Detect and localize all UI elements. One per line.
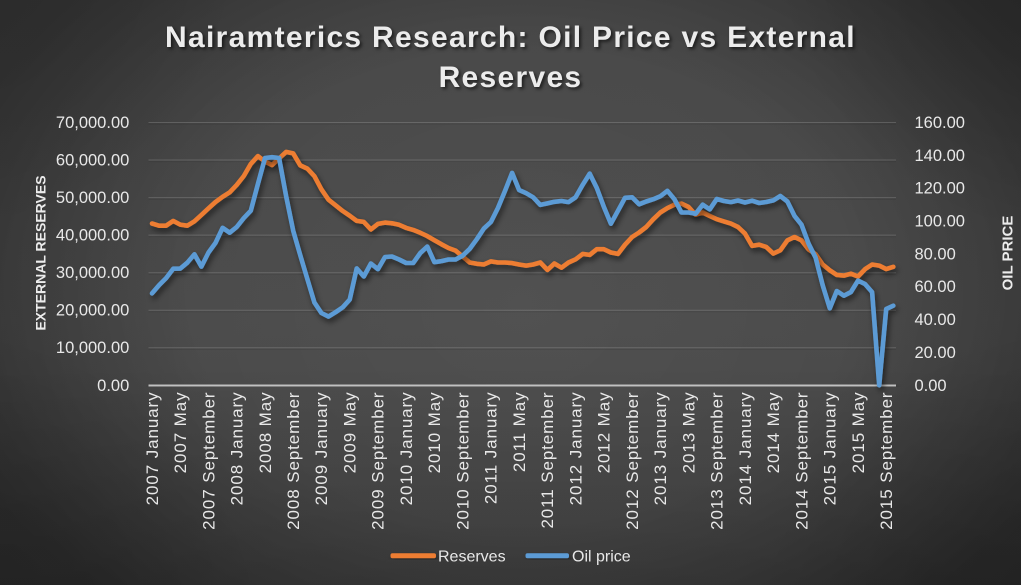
svg-text:0.00: 0.00	[97, 377, 129, 395]
svg-text:2010 January: 2010 January	[397, 392, 416, 506]
svg-text:2013 May: 2013 May	[679, 392, 698, 474]
svg-text:60.00: 60.00	[915, 278, 956, 296]
svg-text:20,000.00: 20,000.00	[56, 302, 129, 320]
svg-text:2008 September: 2008 September	[284, 392, 303, 530]
svg-text:70,000.00: 70,000.00	[56, 114, 129, 132]
svg-text:160.00: 160.00	[915, 114, 965, 132]
svg-text:2014 January: 2014 January	[736, 392, 755, 506]
svg-text:2015 January: 2015 January	[821, 392, 840, 506]
svg-text:2009 May: 2009 May	[341, 392, 360, 474]
svg-text:2012 January: 2012 January	[566, 392, 585, 506]
svg-text:40,000.00: 40,000.00	[56, 227, 129, 245]
svg-text:2008 January: 2008 January	[228, 392, 247, 506]
svg-text:2007 May: 2007 May	[171, 392, 190, 474]
svg-text:2012 September: 2012 September	[623, 392, 642, 530]
svg-text:60,000.00: 60,000.00	[56, 152, 129, 170]
svg-text:40.00: 40.00	[915, 311, 956, 329]
svg-text:2011 May: 2011 May	[510, 392, 529, 473]
svg-text:2011 January: 2011 January	[482, 392, 501, 505]
svg-text:2009 January: 2009 January	[312, 392, 331, 506]
svg-text:Oil price: Oil price	[572, 549, 631, 566]
svg-text:100.00: 100.00	[915, 213, 965, 231]
svg-text:OIL PRICE: OIL PRICE	[1000, 216, 1017, 291]
svg-text:2014 September: 2014 September	[792, 392, 811, 530]
svg-text:80.00: 80.00	[915, 245, 956, 263]
svg-text:2014 May: 2014 May	[764, 392, 783, 474]
svg-text:0.00: 0.00	[915, 377, 947, 395]
svg-text:2009 September: 2009 September	[369, 392, 388, 530]
svg-text:30,000.00: 30,000.00	[56, 264, 129, 282]
svg-text:120.00: 120.00	[915, 180, 965, 198]
svg-text:2008 May: 2008 May	[256, 392, 275, 474]
svg-text:2007 January: 2007 January	[143, 392, 162, 506]
svg-text:2012 May: 2012 May	[595, 392, 614, 474]
svg-text:EXTERNAL RESERVES: EXTERNAL RESERVES	[33, 175, 49, 330]
svg-text:Reserves: Reserves	[438, 549, 506, 566]
svg-text:2011 September: 2011 September	[538, 392, 557, 529]
svg-text:2015 May: 2015 May	[849, 392, 868, 474]
svg-text:50,000.00: 50,000.00	[56, 189, 129, 207]
svg-text:2013 September: 2013 September	[708, 392, 727, 530]
svg-text:20.00: 20.00	[915, 344, 956, 362]
svg-text:140.00: 140.00	[915, 147, 965, 165]
svg-text:2007 September: 2007 September	[199, 392, 218, 530]
svg-text:2010 September: 2010 September	[453, 392, 472, 530]
svg-text:2015 September: 2015 September	[877, 392, 896, 530]
svg-text:2013 January: 2013 January	[651, 392, 670, 506]
svg-text:2010 May: 2010 May	[425, 392, 444, 474]
svg-text:10,000.00: 10,000.00	[56, 339, 129, 357]
